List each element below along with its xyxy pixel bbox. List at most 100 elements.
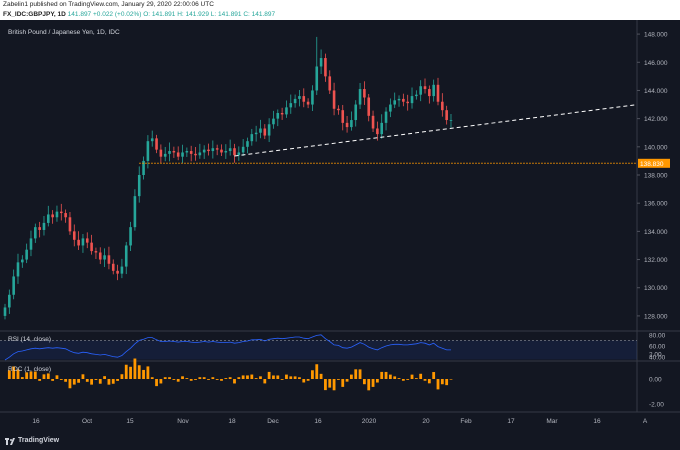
candle-body (51, 214, 54, 218)
candle-body (111, 263, 115, 271)
roc-bar (85, 379, 89, 382)
roc-bar (401, 379, 405, 381)
time-tick-label: 20 (422, 418, 430, 425)
roc-bar (12, 366, 16, 379)
candle-body (90, 242, 93, 252)
price-tick-label: 130.000 (644, 285, 668, 292)
roc-bar (315, 364, 319, 379)
roc-bar (116, 379, 119, 381)
candle-body (445, 110, 448, 121)
roc-bar (202, 377, 206, 379)
candle-body (311, 90, 314, 105)
time-tick-label: 16 (593, 418, 601, 425)
roc-bar (280, 379, 284, 380)
price-tick-label: 132.000 (644, 257, 668, 264)
roc-bar (94, 379, 98, 380)
roc-bar (120, 374, 124, 379)
roc-bar (220, 379, 223, 381)
candle-body (220, 149, 223, 153)
candle-body (393, 100, 396, 105)
candle-body (137, 175, 141, 197)
roc-bar (103, 376, 106, 379)
candle-body (34, 227, 37, 239)
roc-bar (207, 379, 210, 380)
roc-bar (289, 376, 293, 379)
roc-bar (427, 379, 431, 384)
price-change: +0.022 (+0.02%) (92, 11, 142, 18)
candle-body (107, 255, 111, 264)
roc-bar (150, 377, 154, 379)
footer: TradingView (0, 434, 680, 450)
candle-body (172, 151, 176, 153)
candle-body (289, 103, 293, 108)
roc-bar (129, 366, 132, 379)
rsi-label: RSI (14, close) (8, 336, 51, 343)
candle-body (194, 153, 197, 156)
candle-body (280, 113, 284, 115)
candle-body (237, 152, 241, 156)
candle-body (246, 141, 249, 147)
candle-body (12, 276, 15, 295)
roc-bar (371, 379, 375, 387)
candle-body (55, 211, 59, 218)
roc-bar (90, 379, 93, 385)
candle-body (272, 118, 275, 125)
roc-bar (176, 379, 180, 382)
roc-bar (302, 379, 306, 383)
tradingview-brand[interactable]: TradingView (18, 437, 60, 444)
tradingview-logo-icon[interactable] (5, 437, 15, 446)
candle-body (267, 124, 271, 136)
candle-body (406, 101, 409, 104)
candle-body (42, 222, 46, 230)
price-tick-label: 138.000 (644, 173, 668, 180)
candle-body (159, 149, 163, 157)
candle-body (16, 262, 20, 277)
price-chart[interactable]: 148.000 146.000 144.000 142.000 140.000 138.0… (0, 20, 680, 434)
candle-body (376, 128, 379, 135)
candle-body (250, 134, 254, 142)
candle-body (397, 98, 401, 101)
price-tick-label: 140.000 (644, 144, 668, 151)
roc-bar (155, 379, 158, 387)
roc-bar (185, 378, 189, 379)
roc-tick-label: 0.00 (649, 377, 662, 384)
roc-bar (215, 379, 219, 380)
candle-body (389, 104, 392, 112)
roc-bar (168, 377, 171, 379)
roc-bar (393, 376, 397, 379)
roc-bar (354, 369, 358, 379)
candle-body (155, 138, 158, 150)
price-tick-label: 148.000 (644, 32, 668, 39)
candle-body (38, 227, 41, 230)
candle-body (189, 151, 193, 154)
roc-bar (375, 379, 379, 383)
roc-bar (298, 377, 301, 379)
candle-body (306, 101, 310, 105)
candle-body (363, 89, 366, 98)
price-tick-label: 142.000 (644, 116, 668, 123)
last-price: 141.897 (67, 11, 92, 18)
candle-body (228, 148, 232, 152)
candle-body (207, 149, 210, 152)
roc-bar (259, 376, 262, 379)
candle-body (198, 152, 202, 156)
candle-body (85, 238, 89, 243)
candle-body (263, 128, 267, 136)
candle-body (428, 89, 431, 97)
candle-body (371, 115, 375, 129)
roc-bar (449, 379, 453, 380)
time-tick-label: Feb (460, 418, 472, 425)
roc-bar (59, 379, 63, 380)
candle-body (150, 138, 154, 142)
candle-body (146, 141, 150, 161)
roc-bar (319, 373, 323, 379)
roc-bar (358, 369, 362, 379)
roc-bar (98, 379, 102, 384)
roc-bar (38, 379, 42, 381)
time-tick-label: 16 (32, 418, 40, 425)
candle-body (124, 245, 128, 267)
roc-bar (77, 379, 81, 383)
roc-bar (198, 377, 202, 379)
roc-bar (306, 379, 310, 381)
roc-bar (432, 372, 436, 379)
